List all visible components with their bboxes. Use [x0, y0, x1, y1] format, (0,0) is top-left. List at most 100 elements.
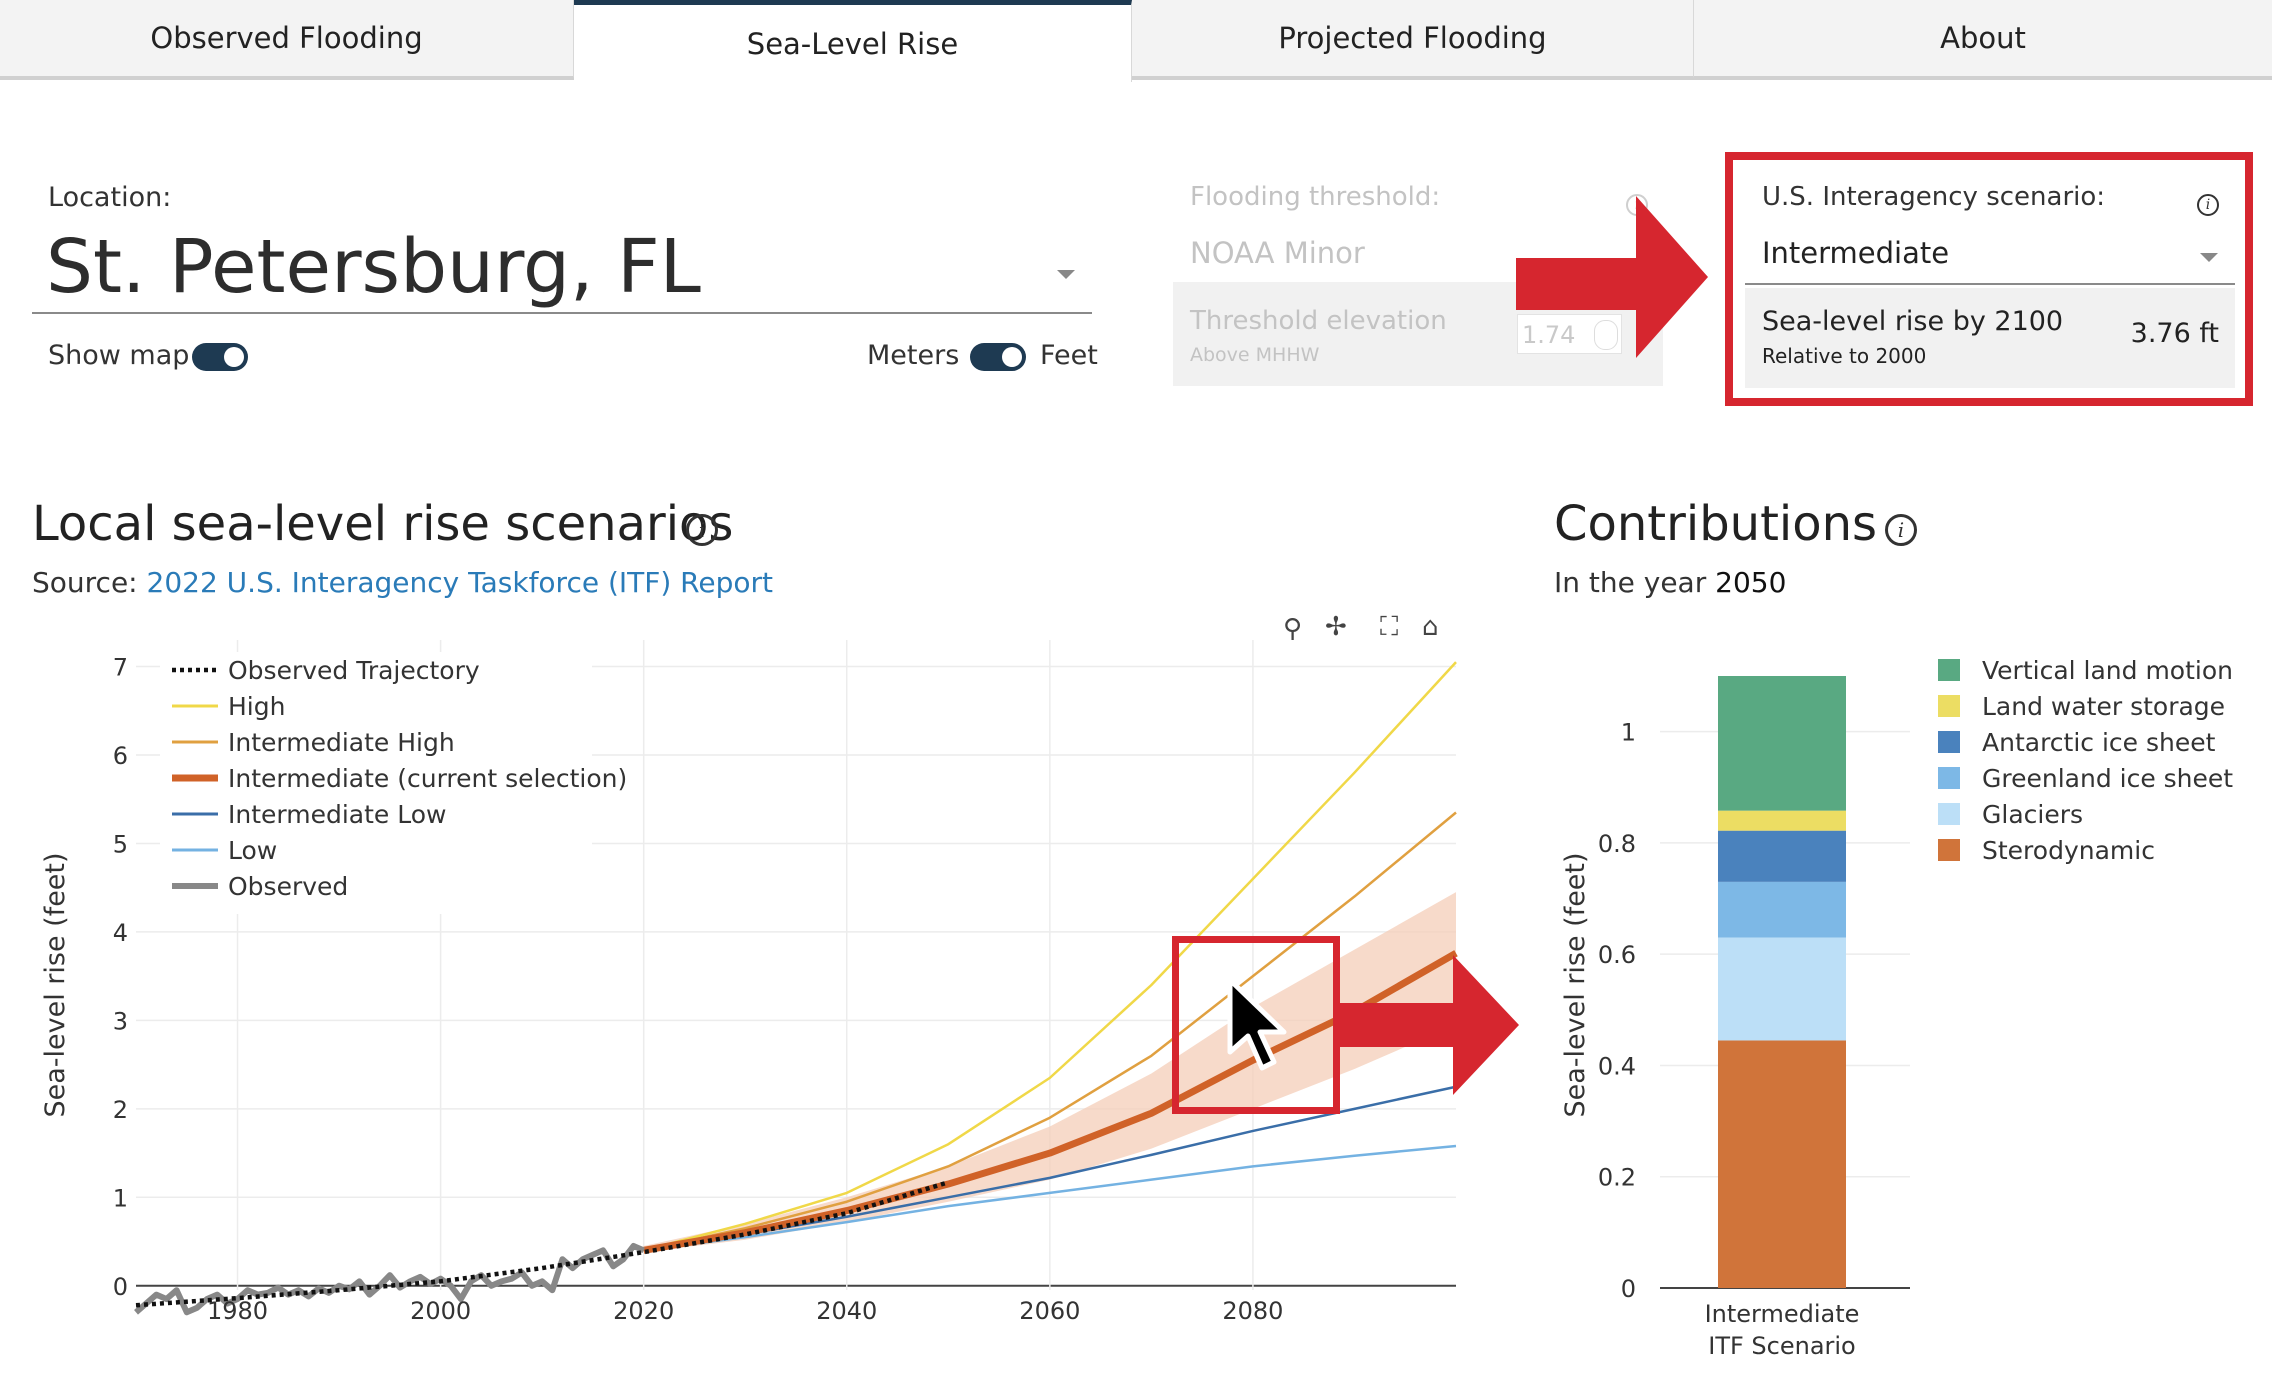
units-meters-label: Meters	[867, 340, 960, 371]
tab-bar-baseline	[0, 78, 2272, 80]
legend-swatch	[1938, 803, 1960, 825]
y-tick-label: 1	[1621, 719, 1636, 747]
x-tick-label: 2020	[613, 1297, 674, 1325]
x-tick-label: ITF Scenario	[1708, 1332, 1856, 1360]
x-tick-label: 2000	[410, 1297, 471, 1325]
tab-projected-flooding[interactable]: Projected Flooding	[1132, 0, 1694, 78]
legend-item[interactable]: Glaciers	[1982, 800, 2083, 829]
tab-label: About	[1940, 21, 2026, 55]
legend-item[interactable]: Greenland ice sheet	[1982, 764, 2233, 793]
series-line-observed	[134, 1242, 645, 1316]
y-axis-label: Sea-level rise (feet)	[1560, 852, 1591, 1117]
bar-segment-greenland-ice-sheet[interactable]	[1718, 881, 1846, 938]
contributions-info-icon[interactable]: i	[1885, 514, 1917, 546]
tab-label: Projected Flooding	[1278, 21, 1547, 55]
legend-item[interactable]: Low	[228, 836, 277, 865]
home-icon[interactable]: ⌂	[1422, 612, 1439, 642]
y-tick-label: 0	[1621, 1275, 1636, 1303]
y-tick-label: 5	[113, 830, 128, 858]
x-tick-label: 2080	[1222, 1297, 1283, 1325]
y-tick-label: 2	[113, 1096, 128, 1124]
units-toggle[interactable]	[970, 343, 1026, 371]
series-line-observed-trajectory	[135, 1180, 949, 1308]
legend-item[interactable]: Intermediate (current selection)	[228, 764, 627, 793]
legend-item[interactable]: Intermediate Low	[228, 800, 446, 829]
bar-segment-antarctic-ice-sheet[interactable]	[1718, 830, 1846, 882]
zoom-icon[interactable]: ⚲	[1283, 614, 1303, 644]
series-line-high	[643, 661, 1457, 1252]
tab-label: Observed Flooding	[150, 21, 423, 55]
autoscale-icon[interactable]: ⛶	[1380, 612, 1399, 642]
legend-item[interactable]: Land water storage	[1982, 692, 2225, 721]
source-link[interactable]: 2022 U.S. Interagency Taskforce (ITF) Re…	[146, 566, 774, 599]
threshold-elevation-label: Threshold elevation	[1190, 306, 1447, 336]
y-tick-label: 0.4	[1598, 1052, 1636, 1080]
threshold-elevation-sublabel: Above MHHW	[1190, 344, 1320, 366]
show-map-label: Show map	[48, 340, 190, 371]
stepper-icon[interactable]	[1594, 320, 1618, 350]
flooding-threshold-select[interactable]: NOAA Minor	[1190, 236, 1365, 270]
legend-swatch	[1938, 731, 1960, 753]
contributions-chart[interactable]: 0 0.2 0.4 0.6 0.8 1 Intermediate ITF Scenario S…	[1540, 640, 2270, 1380]
scenario-label: U.S. Interagency scenario:	[1762, 182, 2106, 212]
cursor-arrow-icon	[1227, 977, 1287, 1071]
tab-sea-level-rise[interactable]: Sea-Level Rise	[574, 0, 1132, 82]
legend-swatch	[1938, 695, 1960, 717]
legend-swatch	[1938, 839, 1960, 861]
location-underline	[32, 312, 1092, 314]
scenario-select[interactable]: Intermediate	[1762, 236, 1950, 270]
legend-item[interactable]: Sterodynamic	[1982, 836, 2155, 865]
year-prefix: In the year	[1554, 566, 1716, 599]
y-axis-label: Sea-level rise (feet)	[40, 852, 71, 1117]
legend-background	[160, 652, 592, 914]
annotation-arrow-right-icon	[1516, 196, 1708, 358]
units-feet-label: Feet	[1040, 340, 1098, 371]
bar-segment-sterodynamic[interactable]	[1718, 1040, 1846, 1288]
location-dropdown-caret-icon[interactable]	[1057, 270, 1075, 279]
y-tick-label: 7	[113, 654, 128, 682]
source-prefix: Source:	[32, 566, 147, 599]
legend-swatch	[1938, 767, 1960, 789]
location-select[interactable]: St. Petersburg, FL	[46, 224, 701, 310]
slr-label: Sea-level rise by 2100	[1762, 306, 2064, 337]
bar-segment-vertical-land-motion[interactable]	[1718, 676, 1846, 811]
intermediate-uncertainty-band	[643, 892, 1456, 1253]
left-chart-heading: Local sea-level rise scenarios	[32, 496, 734, 552]
location-label: Location:	[48, 182, 172, 213]
legend-item[interactable]: Intermediate High	[228, 728, 455, 757]
slr-summary-box	[1745, 288, 2235, 388]
legend-item[interactable]: Observed Trajectory	[228, 656, 480, 685]
legend-item[interactable]: Vertical land motion	[1982, 656, 2233, 685]
bar-segment-glaciers[interactable]	[1718, 937, 1846, 1041]
left-chart-info-icon[interactable]: i	[686, 514, 718, 546]
legend-item[interactable]: Observed	[228, 872, 348, 901]
slr-value: 3.76 ft	[2130, 318, 2219, 349]
y-tick-label: 0	[113, 1273, 128, 1301]
contributions-heading: Contributions	[1554, 496, 1878, 552]
tab-bar: Observed Flooding Sea-Level Rise Project…	[0, 0, 2272, 82]
y-tick-label: 6	[113, 742, 128, 770]
tab-observed-flooding[interactable]: Observed Flooding	[0, 0, 574, 78]
toggle-knob	[224, 347, 244, 367]
series-line-low	[643, 1144, 1457, 1252]
y-tick-label: 0.8	[1598, 830, 1636, 858]
x-tick-label: 2040	[816, 1297, 877, 1325]
legend-item[interactable]: Antarctic ice sheet	[1982, 728, 2216, 757]
x-tick-label: 2060	[1019, 1297, 1080, 1325]
slr-sublabel: Relative to 2000	[1762, 344, 1927, 368]
legend-item[interactable]: High	[228, 692, 285, 721]
legend-swatch	[1938, 659, 1960, 681]
x-tick-label: 1980	[207, 1297, 268, 1325]
series-line-intermediate-high	[643, 811, 1457, 1252]
year-value: 2050	[1715, 566, 1787, 599]
scenario-dropdown-caret-icon[interactable]	[2200, 253, 2218, 262]
scenario-info-icon[interactable]: i	[2197, 194, 2219, 216]
show-map-toggle[interactable]	[192, 343, 248, 371]
tab-about[interactable]: About	[1694, 0, 2272, 78]
x-tick-label: Intermediate	[1705, 1300, 1860, 1328]
y-tick-label: 0.6	[1598, 941, 1636, 969]
flooding-threshold-label: Flooding threshold:	[1190, 182, 1441, 212]
pan-icon[interactable]: ✢	[1325, 612, 1347, 642]
bar-segment-land-water-storage[interactable]	[1718, 810, 1846, 831]
y-tick-label: 4	[113, 919, 128, 947]
